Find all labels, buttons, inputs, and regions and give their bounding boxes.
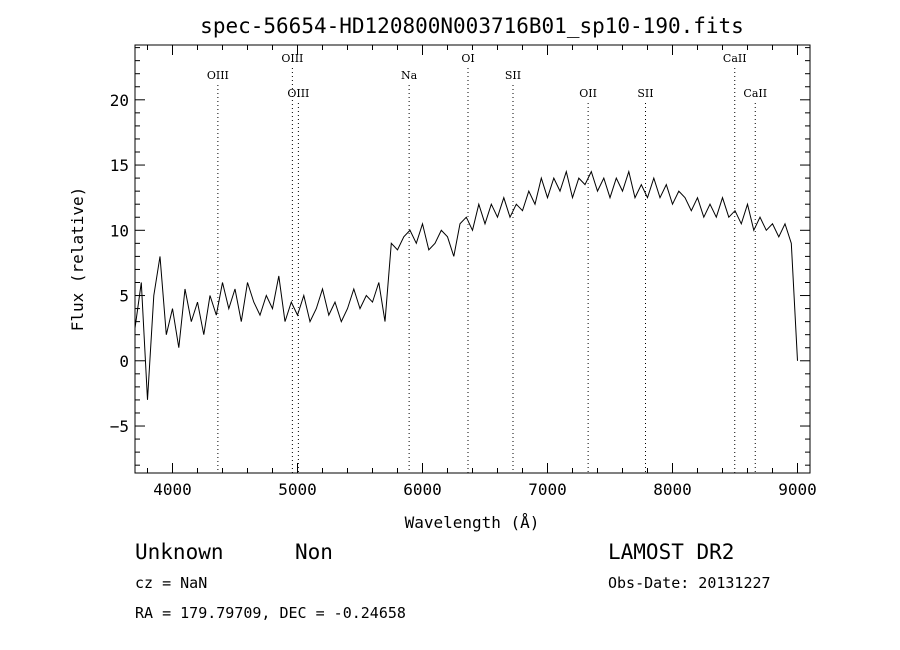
line-marker-label: OII [579, 87, 597, 100]
observation-date: Obs-Date: 20131227 [608, 574, 771, 592]
x-axis: 4000 5000 6000 7000 8000 9000 [147, 45, 817, 499]
line-marker-label: Na [401, 69, 418, 82]
x-axis-label: Wavelength (Å) [405, 513, 540, 532]
y-axis-label: Flux (relative) [68, 187, 87, 332]
y-tick-label: 20 [110, 91, 129, 110]
x-tick-label: 6000 [403, 480, 442, 499]
line-marker-label: OIII [207, 69, 229, 82]
coordinates: RA = 179.79709, DEC = -0.24658 [135, 604, 406, 622]
line-marker-label: CaII [743, 87, 767, 100]
y-tick-label: −5 [110, 417, 129, 436]
y-tick-label: 15 [110, 156, 129, 175]
spectrum-line [134, 169, 798, 400]
y-tick-label: 10 [110, 221, 129, 240]
x-tick-label: 7000 [528, 480, 567, 499]
line-marker-label: OIII [287, 87, 309, 100]
x-tick-label: 9000 [778, 480, 817, 499]
line-marker-label: CaII [723, 52, 747, 65]
x-tick-label: 4000 [153, 480, 192, 499]
object-class: Unknown [135, 540, 224, 564]
line-marker-label: OIII [281, 52, 303, 65]
chart-title: spec-56654-HD120800N003716B01_sp10-190.f… [200, 14, 744, 38]
x-tick-label: 8000 [653, 480, 692, 499]
plot-frame [134, 44, 811, 474]
y-tick-label: 0 [119, 352, 129, 371]
emission-line-markers: OIII OIII OIII Na OI SII OII SII CaII CaII [207, 52, 767, 473]
line-marker-label: SII [637, 87, 653, 100]
y-tick-label: 5 [119, 287, 129, 306]
redshift-cz: cz = NaN [135, 574, 208, 592]
line-marker-label: SII [505, 69, 521, 82]
x-tick-label: 5000 [278, 480, 317, 499]
line-marker-label: OI [461, 52, 474, 65]
object-subclass: Non [295, 540, 333, 564]
y-axis: −5 0 5 10 15 20 [110, 47, 810, 466]
survey-name: LAMOST DR2 [608, 540, 735, 564]
